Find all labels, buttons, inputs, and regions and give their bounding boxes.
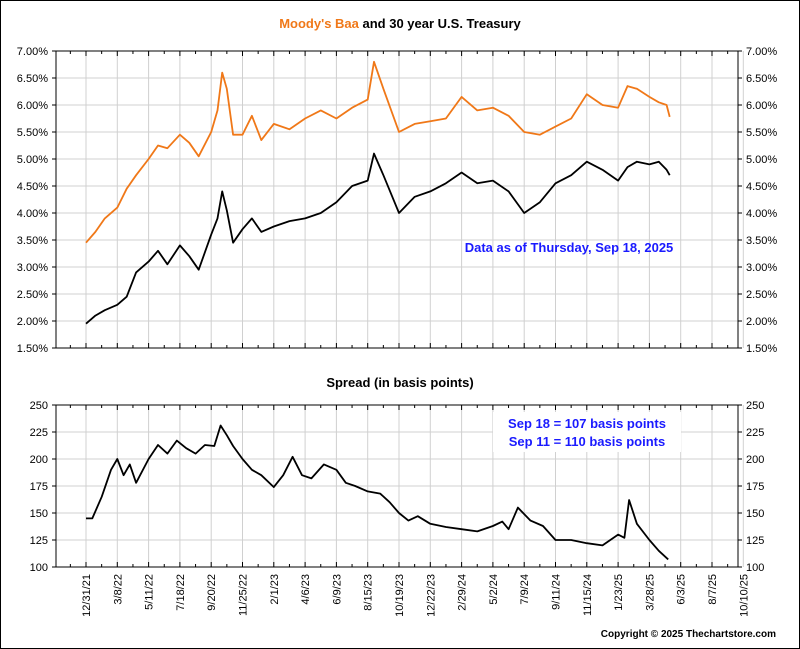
rates-ytick-label-right: 2.50%	[746, 289, 777, 301]
spread-ytick-label-right: 100	[746, 562, 764, 574]
rates-ytick-label-right: 4.00%	[746, 208, 777, 220]
x-tick-label: 2/1/23	[269, 574, 281, 605]
spread-ytick-label-left: 175	[30, 481, 48, 493]
rates-ytick-label-left: 4.50%	[17, 181, 48, 193]
rates-ytick-label-left: 1.50%	[17, 343, 48, 355]
chart-title: Moody's Baa and 30 year U.S. Treasury	[279, 16, 521, 31]
x-tick-label: 10/19/23	[394, 574, 406, 617]
x-tick-label: 9/20/22	[206, 574, 218, 611]
spread-annotation: Sep 11 = 110 basis points	[509, 434, 665, 449]
spread-ytick-label-right: 200	[746, 454, 764, 466]
chart-title-part: and 30 year U.S. Treasury	[359, 16, 522, 31]
rates-ytick-label-right: 5.50%	[746, 127, 777, 139]
spread-ytick-label-left: 250	[30, 400, 48, 412]
x-tick-label: 11/25/22	[238, 574, 250, 616]
x-tick-label: 12/22/23	[425, 574, 437, 617]
rates-ytick-label-right: 4.50%	[746, 181, 777, 193]
rates-ytick-label-left: 5.00%	[17, 154, 48, 166]
x-tick-label: 3/8/22	[112, 574, 124, 605]
x-tick-label: 7/9/24	[519, 574, 531, 605]
x-tick-label: 6/9/23	[331, 574, 343, 605]
rates-ytick-label-right: 3.00%	[746, 262, 777, 274]
rates-ytick-label-right: 2.00%	[746, 316, 777, 328]
spread-title: Spread (in basis points)	[326, 375, 473, 390]
rates-ytick-label-left: 2.00%	[17, 316, 48, 328]
rates-ytick-label-right: 6.50%	[746, 73, 777, 85]
x-tick-label: 3/28/25	[644, 574, 656, 611]
x-tick-label: 6/3/25	[676, 574, 688, 605]
spread-annotation-bg	[493, 412, 681, 452]
rates-ytick-label-right: 5.00%	[746, 154, 777, 166]
x-tick-label: 1/23/25	[613, 574, 625, 611]
rates-ytick-label-left: 5.50%	[17, 127, 48, 139]
rates-series-moody-s-baa	[85, 60, 671, 244]
spread-annotation: Sep 18 = 107 basis points	[508, 416, 666, 431]
x-tick-label: 8/7/25	[707, 574, 719, 605]
rates-ytick-label-left: 7.00%	[17, 46, 48, 58]
rates-ytick-label-left: 3.50%	[17, 235, 48, 247]
rates-ytick-label-left: 3.00%	[17, 262, 48, 274]
rates-ytick-label-right: 3.50%	[746, 235, 777, 247]
x-tick-label: 11/15/24	[582, 574, 594, 616]
x-tick-label: 7/18/22	[175, 574, 187, 611]
spread-ytick-label-right: 250	[746, 400, 764, 412]
x-tick-label: 8/15/23	[363, 574, 375, 611]
spread-ytick-label-right: 150	[746, 508, 764, 520]
spread-ytick-label-right: 175	[746, 481, 764, 493]
spread-ytick-label-left: 200	[30, 454, 48, 466]
spread-ytick-label-left: 125	[30, 535, 48, 547]
spread-ytick-label-left: 150	[30, 508, 48, 520]
rates-ytick-label-right: 1.50%	[746, 343, 777, 355]
data-date-annotation: Data as of Thursday, Sep 18, 2025	[465, 240, 674, 255]
rates-plot-area	[56, 51, 738, 348]
copyright-text: Copyright © 2025 Thechartstore.com	[601, 629, 776, 640]
spread-ytick-label-right: 125	[746, 535, 764, 547]
spread-ytick-label-left: 225	[30, 427, 48, 439]
spread-ytick-label-right: 225	[746, 427, 764, 439]
x-tick-label: 9/11/24	[551, 574, 563, 610]
rates-ytick-label-left: 6.00%	[17, 100, 48, 112]
rates-ytick-label-right: 6.00%	[746, 100, 777, 112]
x-tick-label: 5/11/22	[144, 574, 156, 610]
x-tick-label: 4/6/23	[300, 574, 312, 605]
rates-series-30-year-u-s-treasury	[85, 152, 671, 325]
rates-ytick-label-left: 4.00%	[17, 208, 48, 220]
spread-ytick-label-left: 100	[30, 562, 48, 574]
x-tick-label: 5/2/24	[488, 574, 500, 605]
chart-title-part: Moody's Baa	[279, 16, 359, 31]
x-tick-label: 10/10/25	[738, 574, 750, 617]
rates-ytick-label-right: 7.00%	[746, 46, 777, 58]
spread-series-spread	[86, 424, 669, 561]
x-tick-label: 2/29/24	[457, 574, 469, 611]
x-tick-label: 12/31/21	[81, 574, 93, 617]
rates-ytick-label-left: 2.50%	[17, 289, 48, 301]
rates-ytick-label-left: 6.50%	[17, 73, 48, 85]
